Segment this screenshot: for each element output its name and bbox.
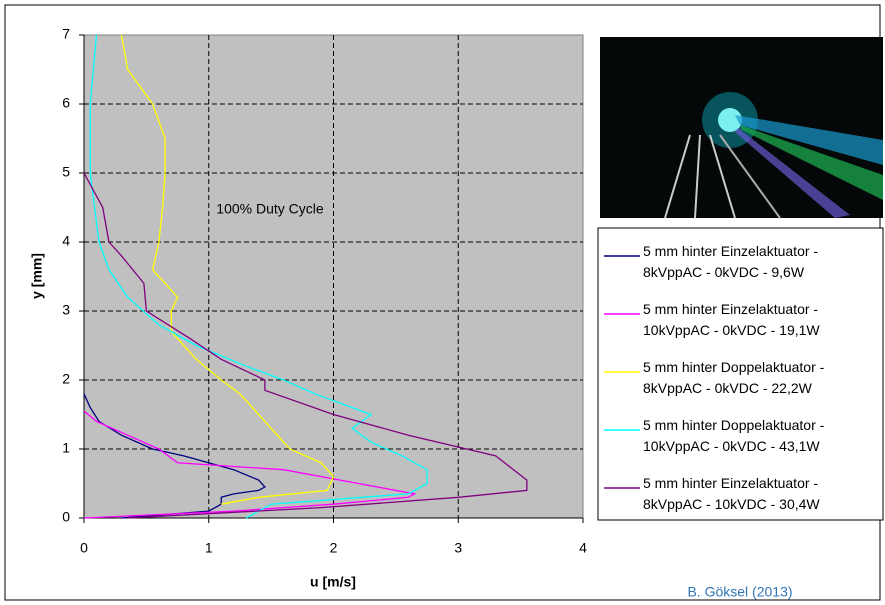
- photo: [600, 37, 883, 218]
- y-tick-label: 7: [62, 26, 70, 42]
- y-tick-label: 5: [62, 164, 70, 180]
- x-tick-label: 3: [454, 540, 462, 556]
- y-tick-label: 6: [62, 95, 70, 111]
- y-tick-label: 4: [62, 233, 70, 249]
- y-tick-label: 2: [62, 371, 70, 387]
- y-tick-label: 1: [62, 440, 70, 456]
- credit: B. Göksel (2013): [687, 584, 792, 600]
- y-tick-label: 0: [62, 509, 70, 525]
- x-tick-label: 0: [80, 540, 88, 556]
- annotation: 100% Duty Cycle: [216, 201, 324, 217]
- x-tick-label: 1: [205, 540, 213, 556]
- x-axis-label: u [m/s]: [310, 574, 356, 590]
- x-tick-label: 4: [579, 540, 587, 556]
- chart: 100% Duty Cycle u [m/s] y [mm] B. Göksel…: [0, 0, 885, 605]
- y-tick-label: 3: [62, 302, 70, 318]
- x-tick-label: 2: [330, 540, 338, 556]
- y-axis-label: y [mm]: [29, 253, 45, 299]
